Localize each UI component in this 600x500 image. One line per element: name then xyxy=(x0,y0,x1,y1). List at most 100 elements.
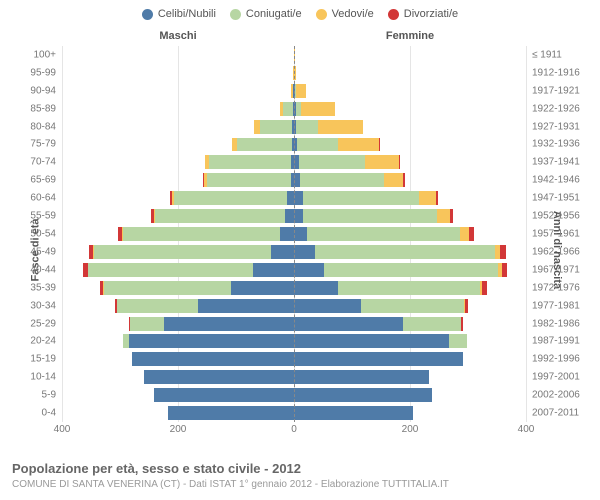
female-bar xyxy=(294,207,526,225)
segment xyxy=(301,102,335,116)
legend-swatch xyxy=(316,9,327,20)
male-bar xyxy=(62,64,294,82)
segment xyxy=(294,209,303,223)
segment xyxy=(294,334,449,348)
segment xyxy=(117,299,198,313)
segment xyxy=(174,191,287,205)
age-label: 25-29 xyxy=(30,318,62,329)
female-bar xyxy=(294,243,526,261)
segment xyxy=(469,227,474,241)
segment xyxy=(271,245,294,259)
birth-year-label: 1917-1921 xyxy=(526,85,580,96)
age-label: 85-89 xyxy=(30,103,62,114)
segment xyxy=(303,191,419,205)
male-bar xyxy=(62,315,294,333)
segment xyxy=(297,138,338,152)
legend-item: Coniugati/e xyxy=(230,8,302,20)
birth-year-label: 1942-1946 xyxy=(526,175,580,186)
legend: Celibi/NubiliConiugati/eVedovi/eDivorzia… xyxy=(0,0,600,20)
birth-year-label: 1972-1976 xyxy=(526,282,580,293)
side-labels: Maschi Femmine xyxy=(0,30,600,42)
chart-subtitle: COMUNE DI SANTA VENERINA (CT) - Dati IST… xyxy=(12,479,588,490)
age-label: 100+ xyxy=(33,49,62,60)
x-tick-label: 200 xyxy=(402,424,419,435)
legend-label: Coniugati/e xyxy=(246,8,302,20)
age-label: 35-39 xyxy=(30,282,62,293)
female-bar xyxy=(294,261,526,279)
male-bar xyxy=(62,100,294,118)
birth-year-label: ≤ 1911 xyxy=(526,49,562,60)
segment xyxy=(384,173,403,187)
segment xyxy=(168,406,294,420)
segment xyxy=(294,263,324,277)
segment xyxy=(132,352,294,366)
male-bar xyxy=(62,261,294,279)
segment xyxy=(465,299,468,313)
footer: Popolazione per età, sesso e stato civil… xyxy=(12,461,588,490)
segment xyxy=(318,120,363,134)
segment xyxy=(231,281,294,295)
age-label: 45-49 xyxy=(30,246,62,257)
segment xyxy=(324,263,498,277)
male-bar xyxy=(62,153,294,171)
segment xyxy=(482,281,487,295)
segment xyxy=(253,263,294,277)
female-bar xyxy=(294,136,526,154)
segment xyxy=(294,370,429,384)
female-bar xyxy=(294,333,526,351)
legend-swatch xyxy=(142,9,153,20)
female-bar xyxy=(294,350,526,368)
age-label: 95-99 xyxy=(30,67,62,78)
segment xyxy=(129,334,294,348)
birth-year-label: 2007-2011 xyxy=(526,408,579,419)
segment xyxy=(365,155,399,169)
segment xyxy=(300,173,385,187)
segment xyxy=(296,120,318,134)
birth-year-label: 1922-1926 xyxy=(526,103,580,114)
segment xyxy=(449,334,466,348)
segment xyxy=(130,317,164,331)
birth-year-label: 1927-1931 xyxy=(526,121,580,132)
age-label: 75-79 xyxy=(30,139,62,150)
segment xyxy=(294,191,303,205)
segment xyxy=(338,138,379,152)
birth-year-label: 1967-1971 xyxy=(526,264,580,275)
segment xyxy=(207,173,291,187)
male-bar xyxy=(62,82,294,100)
female-bar xyxy=(294,171,526,189)
legend-label: Divorziati/e xyxy=(404,8,458,20)
age-label: 70-74 xyxy=(30,157,62,168)
x-tick-label: 400 xyxy=(54,424,71,435)
segment xyxy=(285,209,294,223)
male-bar xyxy=(62,46,294,64)
segment xyxy=(294,352,463,366)
female-bar xyxy=(294,404,526,422)
female-bar xyxy=(294,118,526,136)
legend-item: Vedovi/e xyxy=(316,8,374,20)
female-bar xyxy=(294,368,526,386)
segment xyxy=(104,281,232,295)
age-label: 20-24 xyxy=(30,336,62,347)
female-label: Femmine xyxy=(294,30,526,42)
male-bar xyxy=(62,386,294,404)
legend-label: Vedovi/e xyxy=(332,8,374,20)
segment xyxy=(294,227,307,241)
segment xyxy=(237,138,292,152)
male-bar xyxy=(62,243,294,261)
female-bar xyxy=(294,46,526,64)
birth-year-label: 1987-1991 xyxy=(526,336,580,347)
female-bar xyxy=(294,279,526,297)
female-bar xyxy=(294,100,526,118)
female-bar xyxy=(294,315,526,333)
segment xyxy=(461,317,463,331)
age-label: 0-4 xyxy=(42,408,62,419)
segment xyxy=(94,245,271,259)
segment xyxy=(361,299,464,313)
birth-year-label: 1912-1916 xyxy=(526,67,580,78)
x-tick-label: 400 xyxy=(518,424,535,435)
segment xyxy=(379,138,380,152)
male-bar xyxy=(62,207,294,225)
segment xyxy=(294,388,432,402)
segment xyxy=(450,209,453,223)
male-bar xyxy=(62,171,294,189)
